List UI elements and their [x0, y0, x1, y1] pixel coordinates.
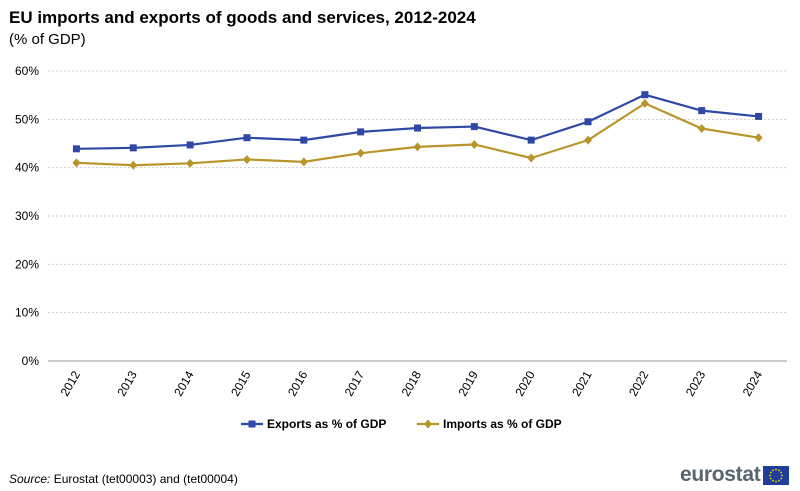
y-tick-label: 10%: [15, 306, 39, 320]
flag-star: [781, 474, 784, 476]
x-axis-ticks: 2012 2013 2014 2015 2016 2017 2018 2019 2020 2021…: [58, 368, 766, 398]
x-tick-label: 2017: [342, 368, 368, 398]
data-point: [527, 153, 536, 163]
data-point: [640, 98, 649, 108]
y-tick-label: 50%: [15, 112, 39, 126]
flag-star: [775, 480, 778, 482]
data-point: [697, 124, 706, 134]
flag-star: [772, 468, 775, 471]
flag-star: [775, 468, 778, 470]
flag-star: [770, 471, 773, 473]
legend-label: Imports as % of GDP: [443, 417, 562, 431]
data-point: [754, 133, 763, 143]
line-chart: 0%10%20%30%40%50%60% 2012 2013 2014 2015 201…: [15, 64, 787, 431]
x-tick-label: 2020: [512, 368, 538, 398]
flag-star: [769, 474, 772, 476]
logo-text: eurostat: [680, 463, 761, 486]
x-tick-label: 2015: [228, 368, 254, 398]
source-note: Source: Eurostat (tet00003) and (tet0000…: [9, 472, 238, 486]
flag-star: [780, 477, 783, 479]
x-tick-label: 2023: [683, 368, 709, 398]
flag-star: [780, 471, 783, 473]
y-axis-ticks: 0% 10% 20% 30% 40% 50% 60%: [15, 64, 39, 368]
x-tick-label: 2021: [569, 368, 595, 398]
data-point: [186, 158, 195, 168]
flag-star: [770, 477, 773, 479]
flag-star: [778, 468, 781, 471]
data-point: [300, 136, 308, 144]
y-tick-label: 20%: [15, 257, 39, 271]
x-tick-label: 2013: [114, 368, 140, 398]
data-point: [186, 141, 194, 149]
data-point: [299, 157, 308, 167]
data-point: [584, 118, 592, 126]
y-tick-label: 0%: [22, 354, 40, 368]
legend-label: Exports as % of GDP: [267, 417, 386, 431]
gridlines: [48, 70, 787, 362]
x-tick-label: 2014: [171, 368, 197, 398]
series-line: [76, 93, 759, 150]
source-label: Source:: [9, 472, 51, 486]
data-point: [72, 158, 81, 168]
data-point: [527, 136, 535, 144]
data-point: [470, 139, 479, 149]
flag-star: [778, 479, 781, 482]
data-point: [414, 124, 421, 132]
legend-item: Imports as % of GDP: [417, 417, 562, 431]
data-point: [698, 107, 706, 115]
data-point: [72, 145, 80, 153]
data-point: [129, 144, 137, 152]
data-point: [584, 135, 593, 145]
series-lines: [72, 91, 763, 170]
x-tick-label: 2019: [455, 368, 481, 398]
chart-subtitle: (% of GDP): [9, 31, 86, 48]
data-point: [413, 142, 422, 152]
x-tick-label: 2012: [58, 368, 84, 398]
eu-flag-icon: [763, 465, 790, 485]
legend-marker: [248, 420, 256, 428]
data-point: [357, 128, 365, 136]
data-point: [356, 148, 365, 158]
chart-title: EU imports and exports of goods and serv…: [9, 8, 476, 27]
legend-item: Exports as % of GDP: [241, 417, 386, 431]
x-tick-label: 2024: [740, 368, 766, 398]
series-line: [76, 102, 759, 167]
x-tick-label: 2016: [285, 368, 311, 398]
data-point: [242, 154, 251, 164]
data-point: [641, 91, 649, 99]
y-tick-label: 60%: [15, 64, 39, 78]
series-imports: [72, 98, 763, 170]
y-tick-label: 30%: [15, 209, 39, 223]
eurostat-logo: eurostat: [680, 462, 790, 488]
data-point: [755, 112, 763, 120]
source-text: Eurostat (tet00003) and (tet00004): [50, 472, 238, 486]
y-tick-label: 40%: [15, 161, 39, 175]
x-tick-label: 2018: [399, 368, 425, 398]
legend-marker: [424, 419, 432, 429]
data-point: [470, 123, 478, 131]
legend: Exports as % of GDP Imports as % of GDP: [241, 417, 562, 431]
flag-star: [772, 479, 775, 482]
series-exports: [72, 91, 763, 153]
data-point: [243, 134, 251, 142]
x-tick-label: 2022: [626, 368, 652, 398]
data-point: [129, 160, 138, 170]
